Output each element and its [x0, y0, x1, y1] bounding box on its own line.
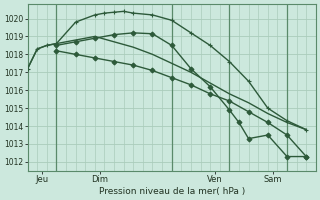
X-axis label: Pression niveau de la mer( hPa ): Pression niveau de la mer( hPa )	[99, 187, 245, 196]
